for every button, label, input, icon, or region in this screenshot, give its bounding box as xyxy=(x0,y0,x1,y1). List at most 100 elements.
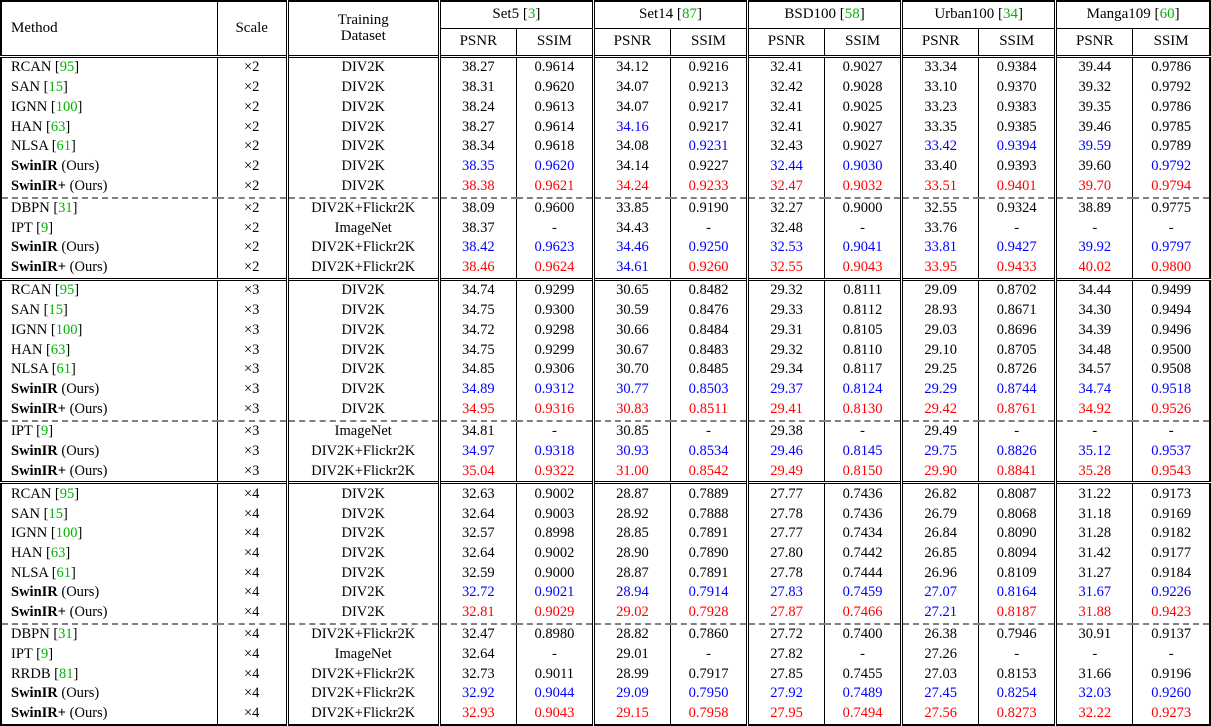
value-cell: 33.40 xyxy=(900,156,979,177)
value-cell: 0.9324 xyxy=(978,196,1056,219)
value-cell: 0.9433 xyxy=(978,257,1056,280)
method-name: SwinIR xyxy=(11,442,58,459)
table-row: RRDB [81] ×4 DIV2K+Flickr2K 32.73 0.9011 28.9… xyxy=(1,664,1210,685)
citation-ref: 63 xyxy=(50,341,66,358)
value-cell: - xyxy=(515,218,594,239)
table-row: SwinIR+ (Ours) ×4 DIV2K 32.81 0.9029 29.02 0.7… xyxy=(1,602,1210,624)
dataset-cell: DIV2K+Flickr2K xyxy=(285,257,440,280)
table-row: SwinIR+ (Ours) ×3 DIV2K 34.95 0.9316 30.83 0.8… xyxy=(1,399,1210,421)
value-cell: 32.93 xyxy=(437,703,517,725)
table-row: SAN [15] ×2 DIV2K 38.31 0.9620 34.07 0.9213 32.… xyxy=(1,78,1210,98)
method-cell: NLSA [61] xyxy=(11,138,76,155)
method-name: SwinIR+ xyxy=(11,604,67,621)
method-cell: RCAN [95] xyxy=(1,278,218,302)
value-cell: 0.7459 xyxy=(824,583,902,603)
value-cell: 0.9786 xyxy=(1132,97,1210,118)
value-cell: 38.27 xyxy=(437,117,517,138)
scale-cell: ×3 xyxy=(216,419,288,442)
method-cell: SwinIR (Ours) xyxy=(11,381,100,398)
value-cell: 34.30 xyxy=(1054,301,1133,321)
value-cell: - xyxy=(1054,419,1133,442)
value-cell: 0.7455 xyxy=(824,664,902,685)
value-cell: 0.9213 xyxy=(669,78,748,98)
table-row: SwinIR (Ours) ×2 DIV2K 38.35 0.9620 34.14 0.92… xyxy=(1,156,1210,177)
scale-cell: ×3 xyxy=(216,340,288,361)
citation-ref: 95 xyxy=(59,59,75,76)
method-name: SAN xyxy=(11,505,41,522)
value-cell: - xyxy=(669,419,748,442)
value-cell: 0.9775 xyxy=(1132,196,1210,219)
scale-cell: ×3 xyxy=(216,360,288,380)
value-cell: 34.75 xyxy=(437,340,517,361)
method-cell: IGNN [100] xyxy=(11,322,83,339)
value-cell: 0.8087 xyxy=(978,481,1056,505)
citation-ref: 61 xyxy=(56,138,72,155)
value-cell: 34.95 xyxy=(437,399,517,421)
value-cell: 0.7466 xyxy=(824,602,902,624)
method-name: IGNN xyxy=(11,525,48,542)
value-cell: 0.7891 xyxy=(669,563,748,584)
method-name: SwinIR xyxy=(11,584,58,601)
header-ssim: SSIM xyxy=(978,28,1056,57)
header-benchmark-urban100: Urban100 [34] xyxy=(900,1,1056,29)
method-name: SwinIR+ xyxy=(11,177,67,194)
scale-cell: ×3 xyxy=(216,379,288,400)
method-name: IPT xyxy=(11,646,33,663)
value-cell: 29.25 xyxy=(900,360,979,380)
value-cell: 32.53 xyxy=(746,238,825,258)
value-cell: 0.8187 xyxy=(978,602,1056,624)
value-cell: 27.03 xyxy=(900,664,979,685)
method-name: IPT xyxy=(11,422,33,439)
value-cell: 0.9177 xyxy=(1132,543,1210,564)
table-row: SwinIR (Ours) ×2 DIV2K+Flickr2K 38.42 0.9623… xyxy=(1,238,1210,258)
method-name: SwinIR+ xyxy=(11,705,67,722)
value-cell: 0.7914 xyxy=(669,583,748,603)
value-cell: 0.9184 xyxy=(1132,563,1210,584)
method-cell: SwinIR+ (Ours) xyxy=(11,705,108,722)
header-training-line1: Training xyxy=(337,11,389,28)
value-cell: 0.9000 xyxy=(824,196,902,219)
value-cell: 31.27 xyxy=(1054,563,1133,584)
citation-ref: 9 xyxy=(40,422,49,439)
value-cell: - xyxy=(824,218,902,239)
citation-ref: 100 xyxy=(55,525,78,542)
value-cell: 39.35 xyxy=(1054,97,1133,118)
value-cell: 29.90 xyxy=(900,461,979,483)
value-cell: 0.9002 xyxy=(515,481,594,505)
value-cell: 30.93 xyxy=(591,441,671,462)
table-row: IPT [9] ×4 ImageNet 32.64-29.01-27.82-27.26… xyxy=(1,644,1210,665)
method-name: HAN xyxy=(11,545,43,562)
value-cell: 29.02 xyxy=(591,602,671,624)
value-cell: 0.9385 xyxy=(978,117,1056,138)
value-cell: 29.03 xyxy=(900,320,979,341)
dataset-cell: DIV2K+Flickr2K xyxy=(285,441,440,462)
scale-cell: ×4 xyxy=(216,583,288,603)
value-cell: 32.41 xyxy=(746,97,825,118)
value-cell: 0.9792 xyxy=(1132,78,1210,98)
citation-ref: 61 xyxy=(56,564,72,581)
citation-ref: 63 xyxy=(50,118,66,135)
value-cell: 0.9299 xyxy=(515,340,594,361)
value-cell: 32.48 xyxy=(746,218,825,239)
value-cell: 0.9401 xyxy=(978,176,1056,198)
value-cell: 31.66 xyxy=(1054,664,1133,685)
value-cell: 38.24 xyxy=(437,97,517,118)
value-cell: 0.9260 xyxy=(669,257,748,280)
value-cell: 0.9543 xyxy=(1132,461,1210,483)
scale-cell: ×4 xyxy=(216,622,288,645)
value-cell: 39.44 xyxy=(1054,55,1133,79)
value-cell: 0.8696 xyxy=(978,320,1056,341)
method-name: SwinIR+ xyxy=(11,462,67,479)
dataset-cell: DIV2K xyxy=(285,137,440,157)
method-name: RRDB xyxy=(11,665,51,682)
value-cell: 34.97 xyxy=(437,441,517,462)
value-cell: 29.32 xyxy=(746,278,825,302)
method-name: SwinIR xyxy=(11,381,58,398)
value-cell: 32.73 xyxy=(437,664,517,685)
value-cell: 26.84 xyxy=(900,524,979,544)
value-cell: 0.8484 xyxy=(669,320,748,341)
value-cell: 29.41 xyxy=(746,399,825,421)
method-name: SAN xyxy=(11,302,41,319)
scale-cell: ×4 xyxy=(216,504,288,525)
